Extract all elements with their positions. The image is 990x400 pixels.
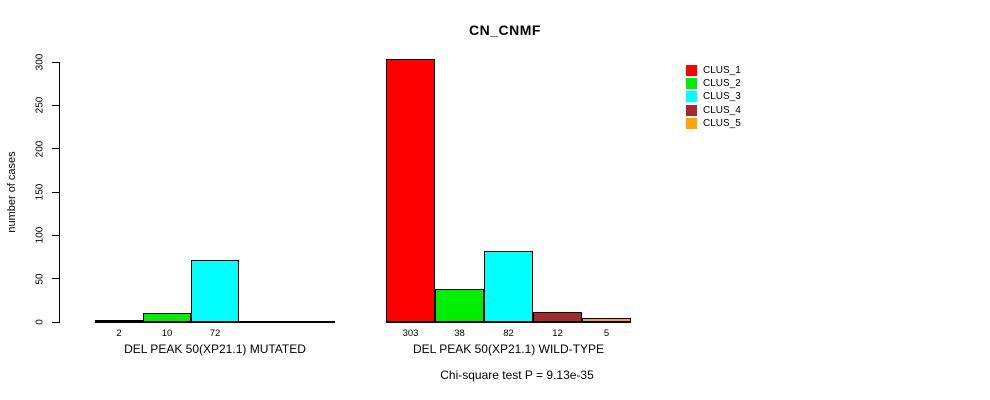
y-tick-label: 100 <box>34 226 46 244</box>
chart-title: CN_CNMF <box>469 22 541 38</box>
legend-swatch-icon <box>686 104 697 116</box>
y-tick-mark <box>52 61 59 63</box>
legend-row: CLUS_1 <box>686 64 741 76</box>
y-tick-label: 300 <box>34 53 46 71</box>
group-category-label: DEL PEAK 50(XP21.1) WILD-TYPE <box>413 342 604 356</box>
bar-clus_2 <box>143 313 191 322</box>
bar-clus_1 <box>386 59 435 322</box>
y-axis-line <box>59 62 60 323</box>
y-tick-mark <box>52 321 59 323</box>
y-tick-mark <box>52 148 59 150</box>
chi-square-annotation: Chi-square test P = 9.13e-35 <box>440 368 594 382</box>
legend-row: CLUS_3 <box>686 91 741 103</box>
bar-value-label: 2 <box>116 328 122 339</box>
bar-clus_5 <box>582 318 631 322</box>
y-tick-mark <box>52 191 59 193</box>
legend-row: CLUS_2 <box>686 77 741 89</box>
group-baseline <box>95 321 335 323</box>
bar-value-label: 38 <box>454 328 465 339</box>
y-tick-mark <box>52 104 59 106</box>
y-tick-label: 200 <box>34 140 46 157</box>
legend-swatch-icon <box>686 91 697 103</box>
legend-row: CLUS_5 <box>686 118 741 130</box>
y-axis-title: number of cases <box>6 151 18 233</box>
y-tick-label: 150 <box>34 183 46 201</box>
legend-label: CLUS_4 <box>703 104 741 116</box>
y-tick-mark <box>52 234 59 236</box>
bar-value-label: 5 <box>603 328 610 339</box>
bar-value-label: 10 <box>161 328 173 339</box>
bar-clus_4 <box>533 312 582 322</box>
bar-clus_3 <box>484 251 533 322</box>
bar-clus_2 <box>435 289 484 322</box>
y-tick-mark <box>52 278 59 280</box>
y-tick-label: 0 <box>34 319 46 325</box>
legend-swatch-icon <box>686 118 697 130</box>
legend-label: CLUS_3 <box>703 91 741 103</box>
legend-label: CLUS_2 <box>703 77 741 89</box>
group-baseline <box>386 321 631 323</box>
legend-label: CLUS_5 <box>703 118 741 130</box>
bar-value-label: 303 <box>402 328 419 339</box>
legend-swatch-icon <box>686 64 697 76</box>
y-tick-label: 250 <box>34 96 46 114</box>
legend-row: CLUS_4 <box>686 104 741 116</box>
group-category-label: DEL PEAK 50(XP21.1) MUTATED <box>124 342 306 356</box>
legend-label: CLUS_1 <box>703 64 741 76</box>
bar-value-label: 72 <box>209 328 221 339</box>
bar-value-label: 82 <box>503 328 514 339</box>
bar-value-label: 12 <box>552 328 563 339</box>
legend-swatch-icon <box>686 77 697 89</box>
y-tick-label: 50 <box>34 273 46 285</box>
bar-clus_3 <box>191 260 239 322</box>
bar-clus_1 <box>95 320 143 322</box>
